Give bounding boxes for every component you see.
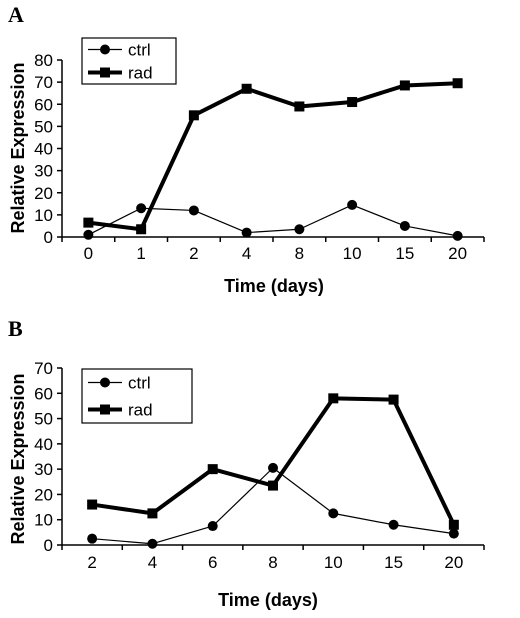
data-point-rad — [388, 394, 399, 405]
data-point-rad — [347, 97, 358, 108]
data-point-rad — [83, 217, 94, 228]
data-point-ctrl — [136, 203, 147, 214]
legend-box — [81, 37, 177, 85]
data-point-rad — [452, 78, 463, 89]
y-tick-label: 70 — [34, 73, 53, 92]
x-tick-label: 2 — [87, 553, 96, 572]
x-tick-label: 15 — [384, 553, 403, 572]
data-point-ctrl — [87, 533, 98, 544]
legend-swatch-marker — [100, 67, 110, 78]
y-tick-label: 0 — [44, 536, 53, 555]
data-point-ctrl — [268, 462, 278, 473]
y-tick-label: 30 — [34, 162, 53, 181]
data-point-rad — [399, 80, 410, 91]
y-tick-label: 40 — [34, 435, 53, 454]
data-point-ctrl — [207, 521, 218, 532]
data-point-rad — [136, 224, 147, 235]
data-point-rad — [294, 101, 305, 112]
y-tick-label: 60 — [34, 95, 53, 114]
x-tick-label: 20 — [448, 244, 467, 263]
data-point-ctrl — [388, 519, 399, 530]
y-tick-label: 20 — [34, 485, 53, 504]
data-point-rad — [448, 519, 459, 530]
x-tick-label: 15 — [395, 244, 414, 263]
legend-swatch-marker — [100, 44, 110, 55]
legend-swatch-marker — [100, 404, 110, 415]
data-point-ctrl — [241, 227, 252, 238]
x-tick-label: 8 — [268, 553, 277, 572]
legend-label: ctrl — [128, 41, 151, 60]
legend: ctrl rad — [81, 368, 193, 424]
y-tick-label: 20 — [34, 184, 53, 203]
data-point-ctrl — [147, 538, 158, 549]
data-point-ctrl — [347, 199, 358, 210]
x-tick-label: 4 — [148, 553, 157, 572]
legend-label: rad — [128, 64, 153, 83]
x-axis-label: Time (days) — [218, 590, 318, 610]
y-tick-label: 10 — [34, 206, 53, 225]
series-line-rad — [88, 81, 458, 232]
y-tick-label: 0 — [44, 228, 53, 247]
data-point-ctrl — [452, 230, 463, 241]
data-point-ctrl — [448, 528, 459, 539]
data-point-rad — [207, 464, 218, 475]
data-point-rad — [147, 508, 158, 519]
plot-marks — [87, 393, 459, 549]
x-tick-label: 2 — [189, 244, 198, 263]
y-tick-label: 10 — [34, 511, 53, 530]
data-point-ctrl — [399, 220, 410, 231]
data-point-ctrl — [294, 224, 305, 235]
y-axis-label: Relative Expression — [8, 373, 28, 544]
data-point-ctrl — [83, 229, 94, 240]
axes: 0 10 20 30 40 50 60 70 2 4 6 8 10 15 20 — [34, 359, 485, 572]
x-tick-label: 0 — [84, 244, 93, 263]
axes: 0 10 20 30 40 50 60 70 80 0 1 2 4 8 10 15 20 — [34, 51, 485, 263]
legend-label: rad — [128, 401, 153, 420]
legend: ctrl rad — [81, 37, 177, 85]
legend-box — [81, 368, 193, 424]
legend-swatch-marker — [100, 377, 110, 388]
panel-b: B Relative Expression Time (days) 0 10 20 3… — [8, 316, 485, 610]
y-tick-label: 50 — [34, 410, 53, 429]
data-point-rad — [241, 83, 252, 94]
x-tick-label: 10 — [343, 244, 362, 263]
x-axis-label: Time (days) — [224, 276, 324, 296]
series-line-ctrl — [92, 467, 454, 545]
x-tick-label: 8 — [295, 244, 304, 263]
y-tick-label: 70 — [34, 359, 53, 378]
plot-marks — [83, 78, 463, 241]
data-point-rad — [87, 499, 98, 510]
data-point-ctrl — [188, 205, 199, 216]
x-tick-label: 6 — [208, 553, 217, 572]
data-point-rad — [268, 480, 278, 491]
x-tick-label: 4 — [242, 244, 251, 263]
panel-label: A — [8, 2, 24, 27]
x-tick-label: 1 — [136, 244, 145, 263]
data-point-rad — [328, 393, 339, 404]
data-point-ctrl — [328, 508, 339, 519]
y-tick-label: 50 — [34, 117, 53, 136]
panel-a: A Relative Expression Time (days) 010203… — [8, 2, 485, 296]
y-tick-label: 40 — [34, 140, 53, 159]
y-tick-label: 30 — [34, 460, 53, 479]
panel-label: B — [8, 316, 23, 341]
x-tick-label: 10 — [324, 553, 343, 572]
y-tick-label: 60 — [34, 384, 53, 403]
x-tick-label: 20 — [444, 553, 463, 572]
data-point-rad — [188, 110, 199, 121]
y-tick-label: 80 — [34, 51, 53, 70]
y-axis-label: Relative Expression — [8, 62, 28, 233]
legend-label: ctrl — [128, 374, 151, 393]
